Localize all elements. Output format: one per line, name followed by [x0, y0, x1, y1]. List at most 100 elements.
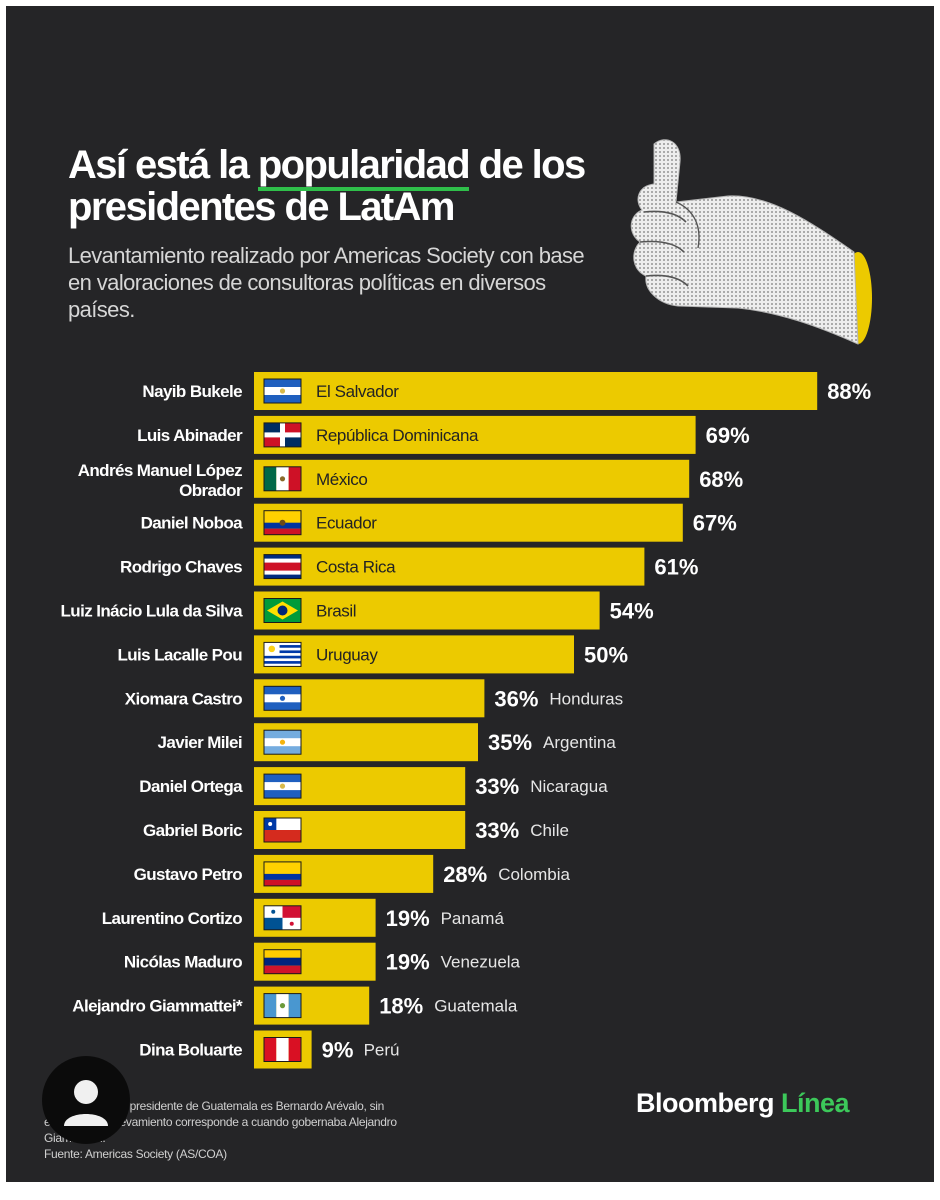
flag-icon [263, 598, 302, 623]
flag-icon [263, 466, 302, 492]
flag-stripe [264, 650, 301, 654]
country-label: República Dominicana [316, 426, 479, 445]
flag-part [288, 466, 301, 491]
president-name: Rodrigo Chaves [120, 558, 242, 577]
flag-icon [263, 1037, 302, 1062]
flag-border [263, 554, 302, 580]
bar [254, 459, 690, 498]
president-name: Dina Boluarte [139, 1041, 242, 1060]
subtitle: Levantamiento realizado por Americas Soc… [68, 243, 585, 322]
flag-emblem [279, 783, 286, 789]
chart-row: Javier Milei 35% Argentina [158, 723, 616, 762]
bar [254, 591, 600, 630]
chart-row: Dina Boluarte 9% Perú [139, 1030, 400, 1069]
flag-icon [263, 641, 302, 667]
president-name: Luiz Inácio Lula da Silva [61, 602, 244, 621]
flag-border [263, 685, 302, 711]
president-name: Javier Milei [158, 733, 242, 752]
chart-row: Gabriel Boric 33% Chile [143, 811, 569, 849]
flag-border [263, 641, 302, 667]
flag-part [288, 993, 301, 1018]
value-label: 33% [475, 818, 519, 843]
flag-icon [263, 949, 302, 975]
flag-border [263, 422, 302, 448]
brand-logo: Bloomberg Línea [636, 1088, 850, 1119]
value-label: 19% [386, 906, 430, 931]
title-start: Así está la [68, 143, 258, 187]
title-highlight: popularidad [257, 143, 471, 191]
flag-icon [263, 378, 302, 404]
flag-icon [263, 510, 302, 536]
flag-emblem [279, 388, 286, 394]
flag-border [263, 510, 302, 536]
chart-row: Luis Abinader 69% República Dominicana [137, 415, 750, 454]
flag-sun [279, 739, 286, 745]
value-label: 61% [654, 555, 698, 580]
user-avatar-icon[interactable] [42, 1056, 130, 1144]
chart-row: Alejandro Giammattei* 18% Guatemala [72, 986, 518, 1025]
flag-icon [263, 861, 302, 887]
flag-emblem [279, 519, 286, 526]
flag-part [264, 965, 301, 974]
flag-border [263, 817, 302, 843]
flag-icon [263, 685, 302, 711]
country-label: Brasil [316, 602, 356, 621]
flag-emblem [279, 695, 286, 701]
bar [254, 547, 645, 586]
flag-part [282, 905, 301, 918]
flag-icon [263, 817, 302, 843]
value-label: 54% [610, 599, 654, 624]
thumbs-up-icon [630, 139, 872, 345]
flag-border [263, 949, 302, 975]
president-name: Obrador [179, 481, 243, 500]
chart-row: Daniel Noboa 67% Ecuador [141, 503, 737, 542]
flag-part [264, 993, 277, 1018]
president-name: Alejandro Giammattei* [72, 997, 243, 1016]
bar [254, 635, 574, 674]
flag-part [264, 528, 301, 535]
flag-emblem [279, 476, 286, 482]
flag-part [276, 1037, 289, 1062]
bar [254, 503, 683, 542]
flag-emblem [279, 1003, 286, 1009]
avatar-silhouette-icon [64, 1080, 108, 1126]
flag-icon [263, 993, 302, 1019]
value-label: 67% [693, 511, 737, 536]
flag-border [263, 861, 302, 887]
flag-stripe [264, 661, 301, 664]
flag-icon [263, 554, 302, 580]
flag-border [263, 466, 302, 492]
flag-border [263, 773, 302, 799]
value-label: 36% [494, 686, 538, 711]
country-label: Honduras [549, 689, 623, 708]
value-label: 33% [475, 774, 519, 799]
value-label: 88% [827, 379, 871, 404]
president-name: Luis Lacalle Pou [117, 645, 242, 664]
country-label: Colombia [498, 865, 570, 884]
chart-row: Rodrigo Chaves 61% Costa Rica [120, 547, 698, 586]
president-name: Nicólas Maduro [124, 953, 242, 972]
flag-part [264, 1037, 277, 1062]
flag-part [264, 873, 301, 880]
country-label: Argentina [543, 733, 616, 752]
flag-part [264, 437, 280, 447]
footnote: *Actualmente, el presidente de Guatemala… [44, 1098, 434, 1162]
flag-star [289, 921, 294, 926]
president-name: Laurentino Cortizo [102, 909, 243, 928]
country-label: México [316, 470, 367, 489]
page-title: Así está la popularidad de los president… [68, 143, 628, 228]
bar [254, 372, 818, 410]
footnote-source: Fuente: Americas Society (AS/COA) [44, 1147, 227, 1161]
value-label: 18% [379, 994, 423, 1019]
flag-part [264, 861, 301, 874]
popularity-bar-chart: Nayib Bukele 88% El Salvador Luis Abinader 6… [61, 372, 871, 1069]
country-label: Nicaragua [530, 777, 608, 796]
president-name: Daniel Ortega [139, 777, 243, 796]
chart-row: Xiomara Castro 36% Honduras [125, 679, 623, 718]
flag-part [285, 422, 301, 433]
country-label: El Salvador [316, 382, 399, 401]
flag-stripe [264, 655, 301, 659]
president-name: Andrés Manuel López [78, 461, 242, 480]
flag-border [263, 905, 302, 931]
